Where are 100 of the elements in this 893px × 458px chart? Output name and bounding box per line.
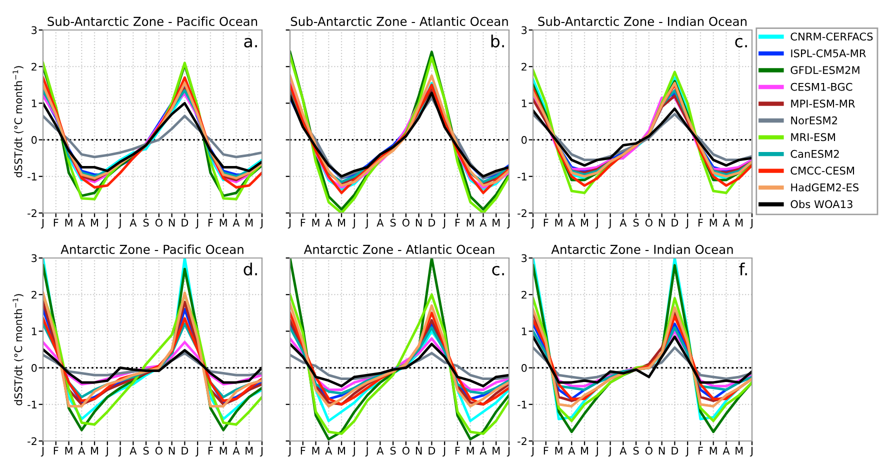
x-tick-label: M (492, 218, 500, 226)
x-tick-label: A (130, 446, 137, 454)
y-tick-label: 1 (32, 100, 36, 108)
y-tick-label: 0 (32, 364, 37, 372)
y-tick-label: 1 (522, 100, 526, 108)
x-tick-label: A (78, 446, 86, 454)
x-tick-label: O (155, 218, 162, 227)
x-tick-label: M (312, 446, 320, 454)
x-tick-label: J (196, 446, 198, 457)
x-tick-label: J (352, 446, 355, 457)
x-tick-label: M (65, 218, 72, 226)
x-tick-label: J (40, 446, 44, 457)
x-tick-label: S (633, 446, 639, 455)
x-tick-label: F (455, 218, 460, 226)
x-tick-label: J (365, 218, 368, 229)
x-tick-label: A (568, 218, 576, 226)
x-tick-label: D (672, 446, 678, 454)
legend-label: GFDL-ESM2M (790, 66, 860, 74)
x-tick-label: M (710, 446, 717, 454)
x-tick-label: J (442, 446, 446, 457)
x-tick-label: M (581, 446, 588, 454)
x-tick-label: O (645, 218, 652, 227)
annotation: c. (492, 266, 504, 276)
x-tick-label: A (568, 446, 576, 454)
x-tick-label: A (620, 218, 627, 226)
x-tick-label: F (698, 218, 703, 226)
y-tick-label: 2 (32, 62, 36, 71)
x-tick-label: N (416, 446, 422, 454)
x-tick-label: J (260, 218, 263, 229)
x-tick-label: F (208, 218, 213, 226)
y-tick-label: 2 (522, 62, 526, 71)
x-tick-label: J (118, 218, 121, 229)
x-tick-label: S (390, 446, 396, 455)
x-tick-label: J (352, 218, 355, 229)
x-tick-label: J (105, 446, 108, 457)
legend-label: CanESM2 (790, 150, 839, 158)
x-tick-label: S (633, 218, 639, 227)
y-tick-label: 3 (522, 26, 527, 34)
x-tick-label: A (376, 446, 384, 454)
x-tick-label: M (220, 218, 227, 226)
x-tick-label: J (118, 446, 121, 457)
x-tick-label: M (555, 446, 562, 454)
x-tick-label: J (595, 218, 598, 229)
x-tick-label: A (722, 218, 730, 226)
x-tick-label: J (595, 446, 598, 457)
x-tick-label: J (608, 218, 611, 229)
y-tick-label: -1 (28, 172, 36, 180)
x-tick-label: D (182, 218, 188, 226)
y-tick-label: 1 (522, 328, 526, 336)
x-tick-label: M (246, 446, 253, 454)
x-tick-label: F (54, 218, 58, 226)
chart-title: Sub-Antarctic Zone - Atlantic Ocean (290, 16, 508, 26)
x-tick-label: A (232, 446, 240, 454)
x-tick-label: D (182, 446, 188, 454)
x-tick-label: M (246, 218, 253, 226)
x-tick-label: O (402, 446, 410, 455)
x-tick-label: A (480, 446, 487, 454)
x-tick-label: O (155, 446, 162, 455)
x-tick-label: A (325, 446, 332, 454)
x-tick-label: J (750, 218, 753, 229)
x-tick-label: F (54, 446, 58, 454)
x-tick-label: D (428, 218, 436, 226)
y-tick-label: -1 (28, 400, 36, 408)
x-tick-label: F (300, 218, 306, 226)
x-tick-label: A (130, 218, 137, 226)
y-tick-label: 1 (32, 328, 36, 336)
x-tick-label: A (722, 446, 730, 454)
x-tick-label: J (196, 218, 198, 229)
x-tick-label: M (65, 446, 72, 454)
annotation: a. (244, 38, 257, 48)
x-tick-label: J (686, 218, 688, 229)
x-tick-label: F (698, 446, 703, 454)
legend-label: NorESM2 (791, 116, 837, 124)
x-tick-label: S (143, 218, 149, 227)
x-tick-label: A (480, 218, 487, 226)
y-tick-label: 0 (522, 136, 527, 144)
x-tick-label: N (658, 218, 665, 226)
legend-label: MPI-ESM-MR (791, 100, 855, 108)
chart-title: Sub-Antarctic Zone - Pacific Ocean (48, 16, 258, 26)
x-tick-label: O (402, 218, 410, 227)
chart-title: Antarctic Zone - Atlantic Ocean (304, 244, 494, 254)
x-tick-label: J (506, 446, 510, 457)
x-tick-label: S (143, 446, 149, 455)
x-tick-label: A (325, 218, 332, 226)
x-tick-label: M (466, 446, 474, 454)
x-tick-label: S (390, 218, 396, 227)
y-tick-label: 0 (32, 136, 37, 144)
x-tick-label: M (710, 218, 717, 226)
x-tick-label: M (220, 446, 227, 454)
annotation: f. (739, 262, 747, 276)
x-tick-label: A (376, 218, 384, 226)
x-tick-label: N (416, 218, 422, 226)
y-tick-label: -1 (518, 172, 526, 180)
y-tick-label: 2 (522, 290, 526, 299)
x-tick-label: F (544, 446, 548, 454)
x-tick-label: F (544, 218, 548, 226)
x-tick-label: M (736, 218, 743, 226)
x-tick-label: N (168, 446, 175, 454)
x-tick-label: J (288, 218, 291, 229)
y-tick-label: -2 (518, 209, 526, 217)
